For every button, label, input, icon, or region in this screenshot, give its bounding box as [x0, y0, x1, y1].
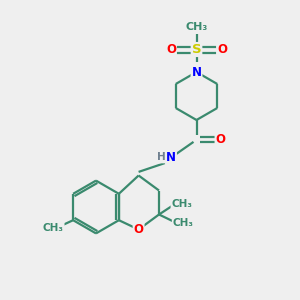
- Text: CH₃: CH₃: [185, 22, 208, 32]
- Text: CH₃: CH₃: [171, 199, 192, 209]
- Text: CH₃: CH₃: [173, 218, 194, 228]
- Text: O: O: [166, 43, 176, 56]
- Text: CH₃: CH₃: [43, 223, 64, 233]
- Text: N: N: [191, 65, 202, 79]
- Text: O: O: [215, 133, 226, 146]
- Text: O: O: [217, 43, 227, 56]
- Text: N: N: [166, 151, 176, 164]
- Text: O: O: [134, 223, 144, 236]
- Text: S: S: [192, 43, 201, 56]
- Text: H: H: [157, 152, 166, 163]
